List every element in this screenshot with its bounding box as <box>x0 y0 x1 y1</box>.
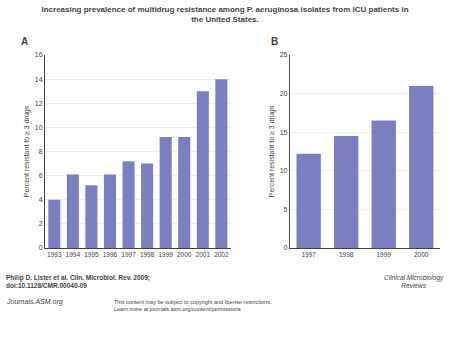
svg-text:8: 8 <box>39 148 43 155</box>
svg-text:4: 4 <box>39 196 43 203</box>
svg-text:2000: 2000 <box>177 251 192 258</box>
svg-text:1997: 1997 <box>121 251 136 258</box>
svg-text:1999: 1999 <box>158 251 173 258</box>
svg-text:Philip D. Lister et al. Clin.: Philip D. Lister et al. Clin. Microbiol.… <box>6 274 150 289</box>
svg-text:1997: 1997 <box>301 251 316 258</box>
svg-text:Percent resistant to ≥ 3 drugs: Percent resistant to ≥ 3 drugs <box>23 105 31 197</box>
svg-text:1996: 1996 <box>103 251 118 258</box>
svg-text:2001: 2001 <box>196 251 211 258</box>
svg-text:10: 10 <box>35 124 43 131</box>
svg-text:16: 16 <box>35 51 43 58</box>
svg-text:1998: 1998 <box>140 251 155 258</box>
svg-text:A: A <box>21 36 28 47</box>
svg-text:1994: 1994 <box>66 251 81 258</box>
svg-text:12: 12 <box>35 100 43 107</box>
svg-text:2002: 2002 <box>214 251 229 258</box>
svg-text:1998: 1998 <box>339 251 354 258</box>
svg-text:14: 14 <box>35 76 43 83</box>
svg-text:20: 20 <box>280 90 288 97</box>
svg-text:25: 25 <box>280 51 288 58</box>
svg-text:Clinical MicrobiologyReviews: Clinical MicrobiologyReviews <box>384 274 444 289</box>
svg-text:Journals.ASM.org: Journals.ASM.org <box>6 298 63 306</box>
svg-text:10: 10 <box>280 167 288 174</box>
svg-text:6: 6 <box>39 172 43 179</box>
svg-text:Increasing prevalence of multi: Increasing prevalence of multidrug resis… <box>41 5 408 24</box>
svg-text:5: 5 <box>284 206 288 213</box>
svg-text:0: 0 <box>39 244 43 251</box>
svg-text:1999: 1999 <box>376 251 391 258</box>
svg-text:15: 15 <box>280 129 288 136</box>
svg-text:2: 2 <box>39 220 43 227</box>
svg-text:Percent resistant to ≥ 3 drugs: Percent resistant to ≥ 3 drugs <box>268 105 276 197</box>
svg-text:0: 0 <box>284 244 288 251</box>
svg-text:B: B <box>271 36 278 47</box>
svg-text:1995: 1995 <box>84 251 99 258</box>
svg-text:This content may be subject to: This content may be subject to copyright… <box>114 299 272 312</box>
svg-text:1993: 1993 <box>47 251 62 258</box>
svg-text:2000: 2000 <box>414 251 429 258</box>
